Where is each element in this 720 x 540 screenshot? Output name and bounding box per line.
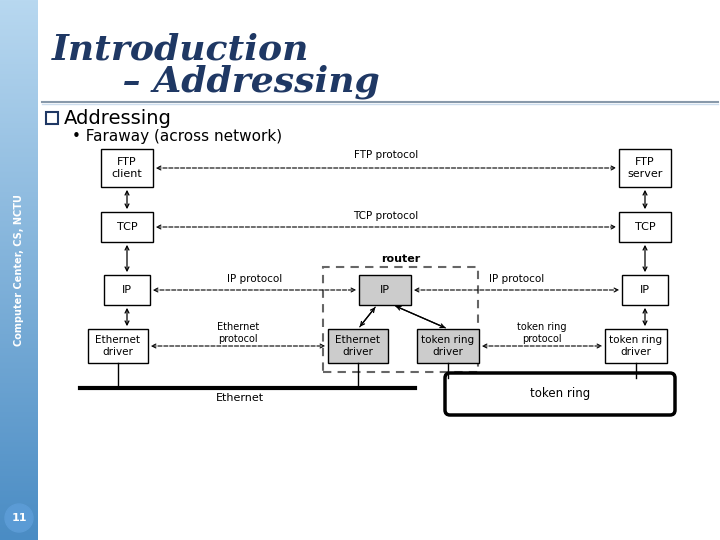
Text: Computer Center, CS, NCTU: Computer Center, CS, NCTU: [14, 194, 24, 346]
Text: token ring
driver: token ring driver: [421, 335, 474, 357]
Text: FTP protocol: FTP protocol: [354, 150, 418, 160]
Text: Introduction: Introduction: [52, 33, 310, 67]
Text: IP protocol: IP protocol: [489, 274, 544, 284]
Circle shape: [5, 504, 33, 532]
Bar: [328, 329, 388, 363]
Text: Addressing: Addressing: [64, 109, 172, 127]
Bar: [359, 275, 411, 305]
Text: token ring
protocol: token ring protocol: [517, 322, 567, 344]
Bar: [104, 275, 150, 305]
Bar: [323, 267, 478, 372]
FancyBboxPatch shape: [445, 373, 675, 415]
Text: token ring: token ring: [530, 388, 590, 401]
Text: IP: IP: [122, 285, 132, 295]
Bar: [622, 275, 668, 305]
Text: FTP
client: FTP client: [112, 157, 143, 179]
Text: IP protocol: IP protocol: [227, 274, 282, 284]
Text: Ethernet
protocol: Ethernet protocol: [217, 322, 259, 344]
Text: TCP: TCP: [117, 222, 138, 232]
Text: TCP protocol: TCP protocol: [354, 211, 418, 221]
Text: TCP: TCP: [635, 222, 655, 232]
Bar: [101, 149, 153, 187]
Text: Ethernet: Ethernet: [216, 393, 264, 403]
Text: router: router: [381, 254, 420, 264]
Bar: [417, 329, 479, 363]
Bar: [46, 112, 58, 124]
Bar: [101, 212, 153, 242]
Bar: [619, 212, 671, 242]
Text: Ethernet
driver: Ethernet driver: [96, 335, 140, 357]
Text: IP: IP: [380, 285, 390, 295]
Bar: [605, 329, 667, 363]
Text: token ring
driver: token ring driver: [609, 335, 662, 357]
Text: FTP
server: FTP server: [627, 157, 662, 179]
Text: – Addressing: – Addressing: [72, 65, 379, 99]
Bar: [88, 329, 148, 363]
Text: Ethernet
driver: Ethernet driver: [336, 335, 380, 357]
Bar: [619, 149, 671, 187]
Text: IP: IP: [640, 285, 650, 295]
Text: 11: 11: [12, 513, 27, 523]
Text: • Faraway (across network): • Faraway (across network): [72, 130, 282, 145]
